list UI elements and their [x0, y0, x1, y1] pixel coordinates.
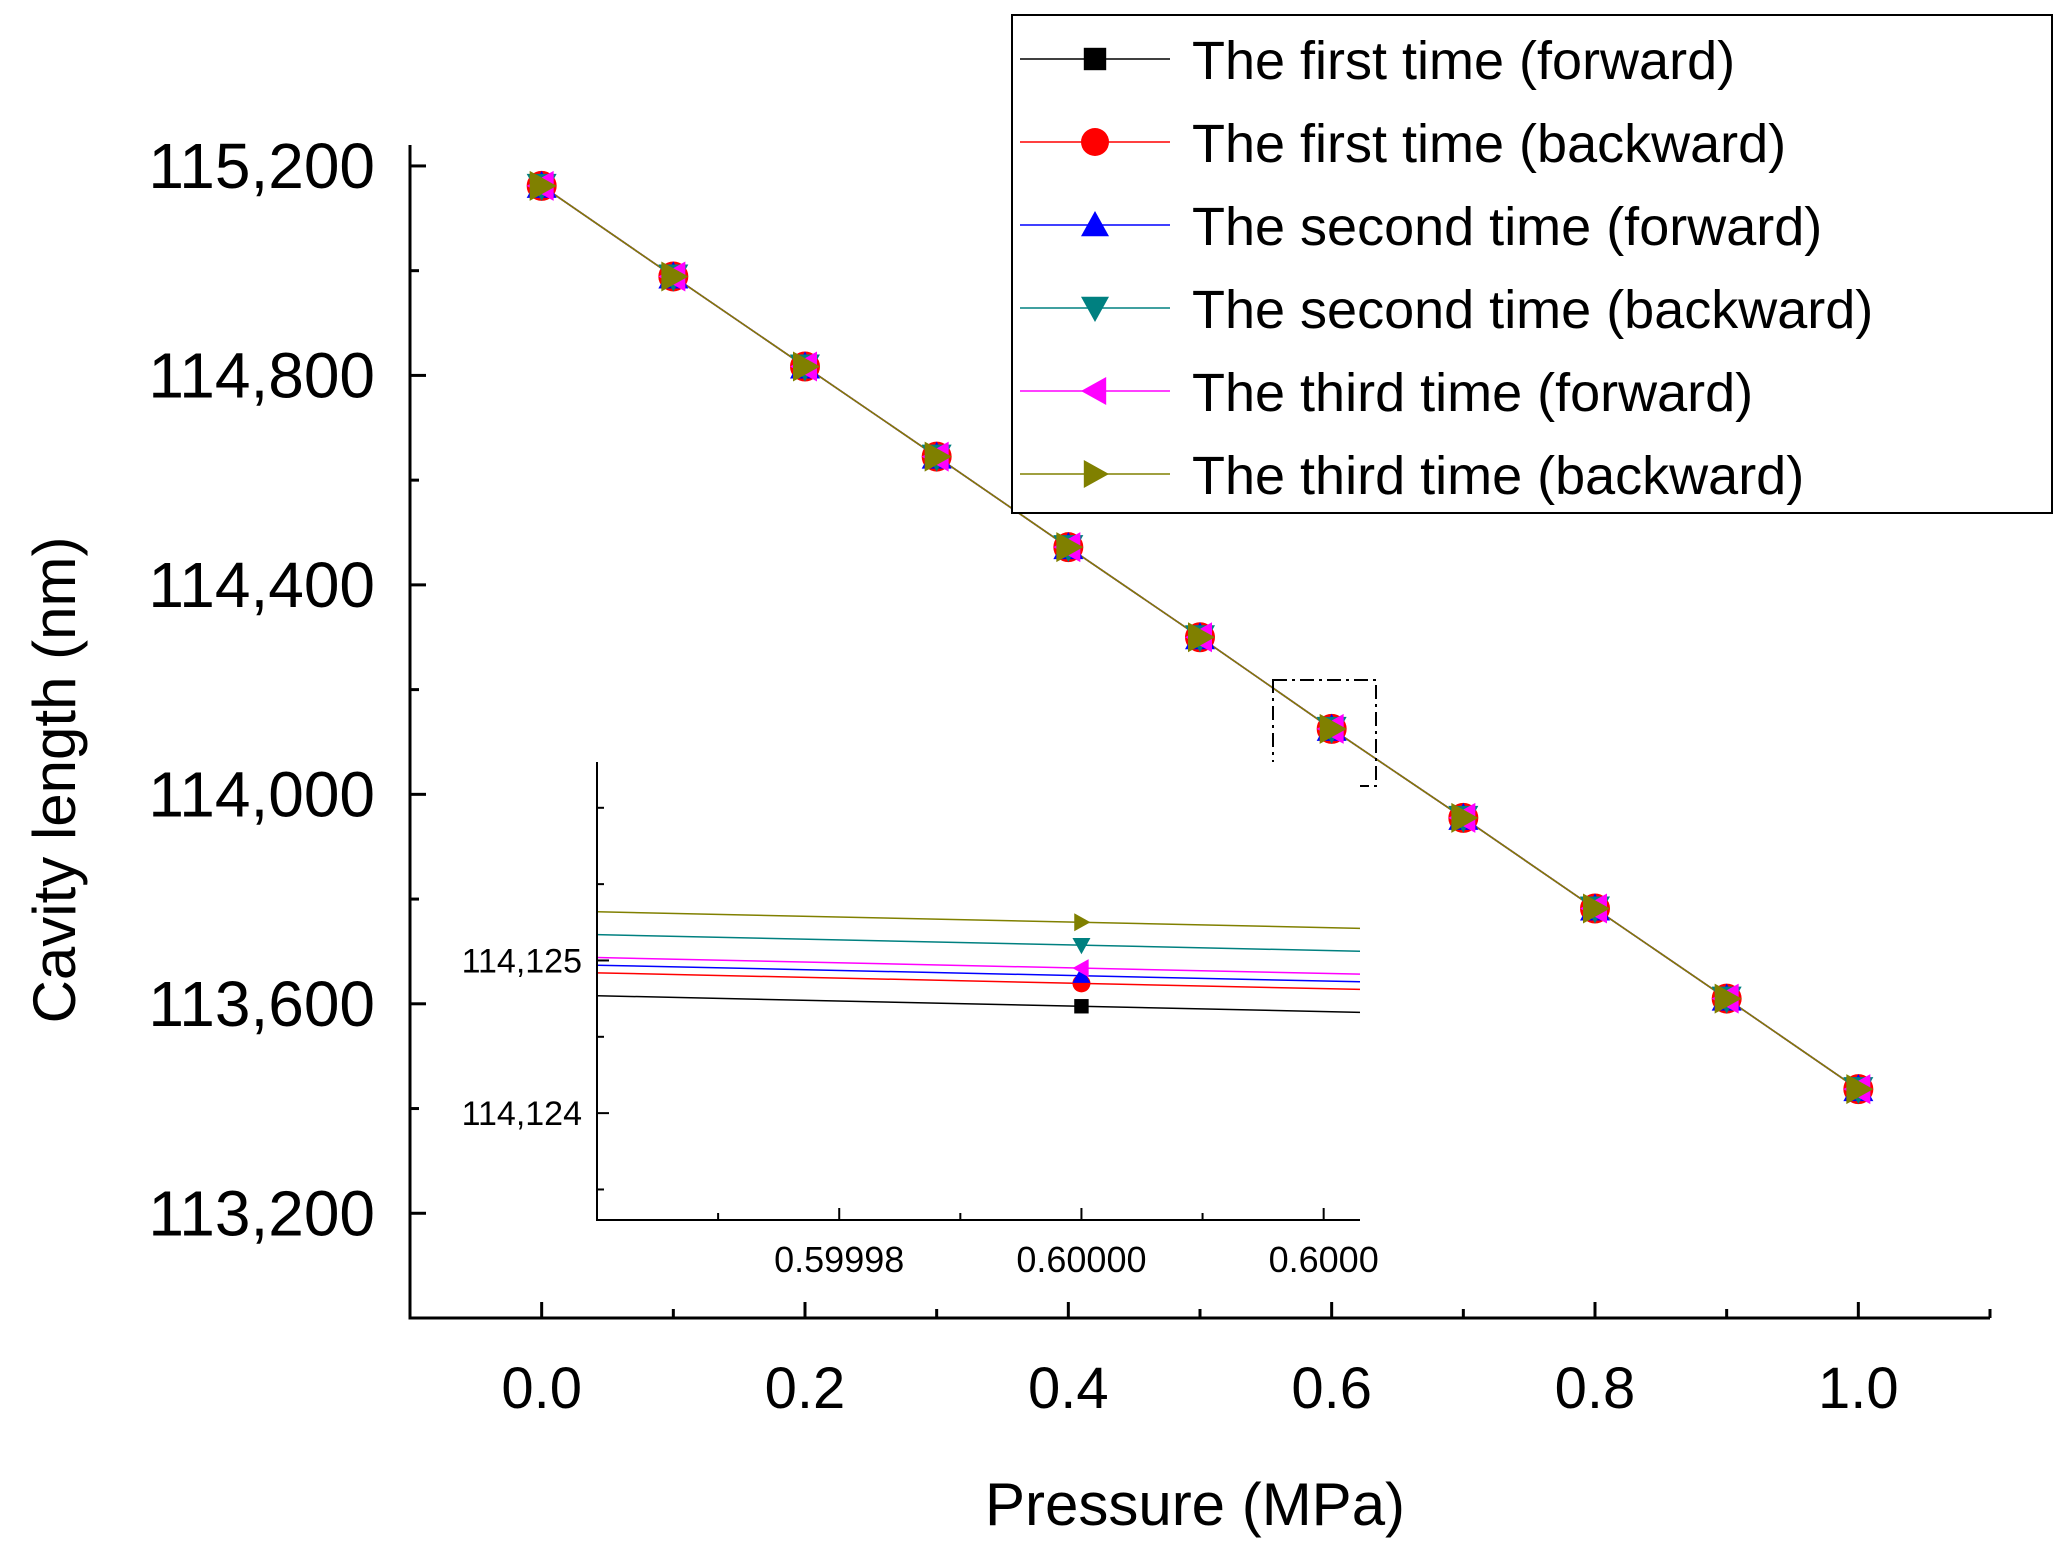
legend: The first time (forward) The first time (…: [1011, 14, 2053, 514]
legend-label: The second time (backward): [1192, 280, 1873, 340]
inset-background: [597, 762, 1360, 1220]
data-point: [1583, 893, 1610, 924]
legend-marker: [1083, 47, 1107, 71]
y-tick-label: 114,800: [148, 339, 375, 411]
data-point: [529, 170, 557, 201]
legend-label: The third time (forward): [1192, 363, 1753, 423]
x-tick-labels: 0.0 0.2 0.4 0.6 0.8 1.0: [501, 1356, 1898, 1421]
data-point: [924, 441, 952, 472]
data-point: [1714, 983, 1742, 1014]
y-tick-label: 115,200: [148, 130, 375, 202]
zoom-region-box: [1272, 679, 1377, 787]
inset-series-line-5: [597, 956, 1360, 975]
x-tick-label: 0.0: [501, 1356, 582, 1421]
inset-series-line-6: [597, 911, 1360, 930]
data-point: [1846, 1074, 1874, 1105]
x-tick-label: 0.2: [765, 1356, 846, 1421]
inset-data-point-4: [1072, 938, 1091, 955]
legend-marker: [1081, 211, 1109, 237]
main-series-group: [526, 170, 1874, 1105]
legend-label: The first time (backward): [1192, 114, 1786, 174]
data-point: [1319, 713, 1347, 744]
y-tick-label: 114,400: [148, 549, 375, 621]
inset-series-line-3: [597, 964, 1360, 983]
inset-series-line-2: [597, 972, 1360, 991]
main-plot-area: 0.0 0.2 0.4 0.6 0.8 1.0 113,200 113,600 114,000…: [148, 130, 1992, 1421]
inset-series-group: [597, 911, 1360, 1014]
inset-data-point-3: [1072, 966, 1091, 983]
inset-plot-area: 0.59998 0.60000 0.6000 114,124 114,125: [462, 762, 1379, 1280]
inset-x-tick-label: 0.6000: [1269, 1239, 1379, 1280]
inset-data-point-1: [1074, 999, 1089, 1014]
inset-y-tick-label: 114,125: [462, 942, 582, 980]
inset-axes: [596, 762, 1360, 1221]
legend-marker: [1081, 296, 1109, 322]
data-point: [661, 261, 689, 292]
series-markers-6: [529, 170, 1874, 1105]
inset-series-line-1: [597, 994, 1360, 1014]
data-point: [1451, 802, 1479, 833]
inset-y-tick-labels: 114,124 114,125: [462, 942, 582, 1133]
inset-data-point-5: [1072, 959, 1089, 978]
x-tick-label: 0.4: [1028, 1356, 1109, 1421]
data-point: [1188, 622, 1215, 653]
inset-ticks: [597, 806, 1325, 1220]
x-tick-label: 0.8: [1555, 1356, 1636, 1421]
legend-label: The second time (forward): [1192, 197, 1822, 257]
y-tick-label: 113,600: [148, 968, 375, 1040]
x-tick-label: 1.0: [1818, 1356, 1899, 1421]
inset-x-tick-labels: 0.59998 0.60000 0.6000: [774, 1239, 1379, 1280]
legend-label: The third time (backward): [1192, 446, 1804, 506]
inset-y-tick-label: 114,124: [462, 1095, 582, 1133]
main-ticks: [408, 164, 1992, 1320]
inset-x-tick-label: 0.59998: [774, 1239, 904, 1280]
legend-items: The first time (forward) The first time (…: [1020, 31, 1873, 506]
y-axis-label: Cavity length (nm): [21, 537, 88, 1024]
inset-series-line-4: [597, 933, 1360, 953]
inset-x-tick-label: 0.60000: [1016, 1239, 1146, 1280]
legend-marker: [1083, 460, 1109, 488]
y-tick-label: 114,000: [148, 758, 375, 830]
legend-box: [1011, 14, 2053, 514]
data-point: [793, 351, 820, 382]
x-axis-label: Pressure (MPa): [985, 1471, 1405, 1538]
y-tick-labels: 113,200 113,600 114,000 114,400 114,800 115,2…: [148, 130, 375, 1249]
legend-marker: [1081, 128, 1109, 156]
legend-label: The first time (forward): [1192, 31, 1735, 91]
y-tick-label: 113,200: [148, 1177, 375, 1249]
inset-data-point-6: [1074, 913, 1091, 932]
x-tick-label: 0.6: [1291, 1356, 1372, 1421]
data-point: [1056, 532, 1084, 563]
legend-marker: [1081, 377, 1107, 405]
